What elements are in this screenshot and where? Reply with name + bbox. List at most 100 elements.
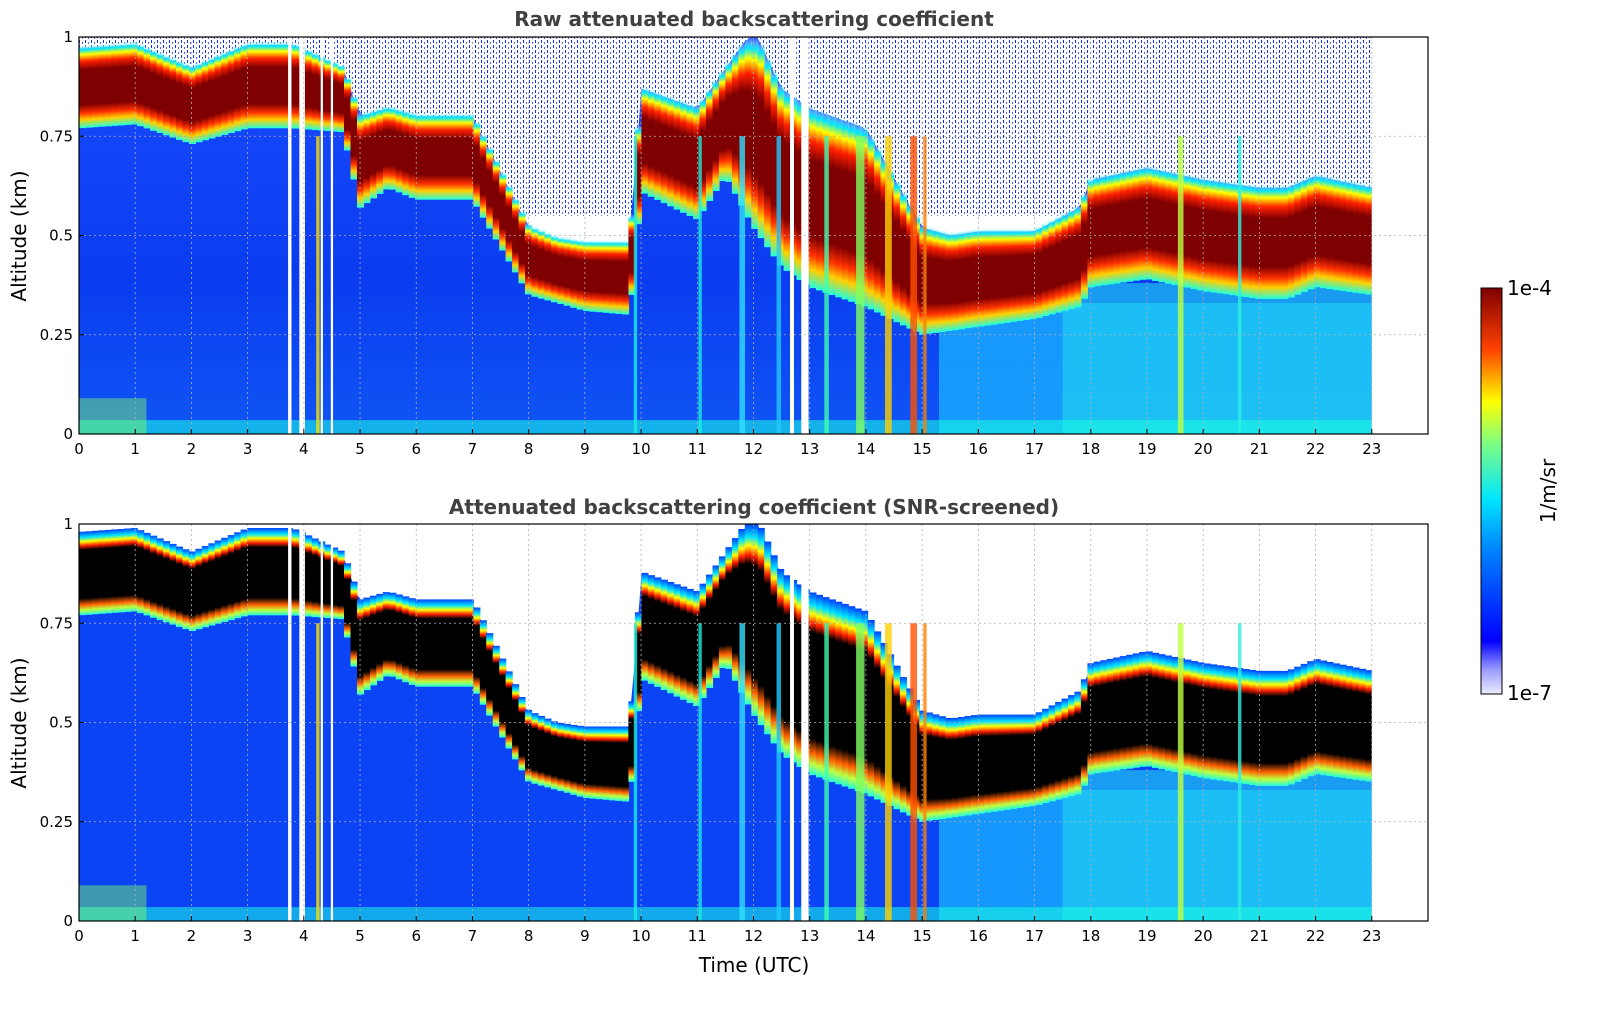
cloud-column xyxy=(1068,695,1076,797)
x-tick-label: 23 xyxy=(1362,927,1381,945)
cloud-column xyxy=(453,112,461,200)
cloud-column xyxy=(98,43,106,127)
fall-streak xyxy=(856,623,865,921)
cloud-column xyxy=(1300,176,1308,292)
cloud-column xyxy=(1261,670,1269,786)
cloud-column xyxy=(693,591,701,707)
fall-streak xyxy=(633,136,638,434)
x-tick-label: 16 xyxy=(969,440,988,458)
colorbar: 1e-4 1e-7 1/m/sr xyxy=(1480,276,1560,705)
cloud-column xyxy=(874,144,882,313)
cloud-column xyxy=(395,594,403,680)
cloud-column xyxy=(699,96,707,212)
panel-raw-title: Raw attenuated backscattering coefficien… xyxy=(514,7,994,31)
cloud-column xyxy=(1061,698,1069,798)
cloud-column xyxy=(725,60,733,182)
cloud-column xyxy=(1326,175,1334,290)
cloud-column xyxy=(990,714,998,812)
cloud-column xyxy=(751,37,759,229)
cloud-column xyxy=(434,599,442,687)
x-tick-label: 1 xyxy=(130,927,140,945)
x-tick-label: 10 xyxy=(632,927,651,945)
cloud-column xyxy=(770,555,778,744)
fall-streak xyxy=(885,623,892,921)
cloud-column xyxy=(260,41,268,129)
cloud-column xyxy=(867,133,875,310)
cloud-column xyxy=(214,540,222,624)
x-tick-label: 9 xyxy=(580,927,590,945)
cloud-column xyxy=(712,78,720,191)
cloud-column xyxy=(1223,666,1231,782)
cloud-column xyxy=(499,171,507,251)
cloud-column xyxy=(641,572,649,681)
cloud-column xyxy=(925,712,933,821)
cloud-column xyxy=(667,582,675,694)
cloud-column xyxy=(996,714,1004,811)
x-tick-label: 17 xyxy=(1025,440,1044,458)
cloud-column xyxy=(583,239,591,312)
cloud-column xyxy=(783,88,791,271)
x-tick-label: 2 xyxy=(187,927,197,945)
cloud-column xyxy=(208,543,216,626)
cloud-column xyxy=(169,56,177,138)
cloud-column xyxy=(428,599,436,687)
cloud-column xyxy=(570,724,578,795)
y-axis-screened: 0 0.25 0.5 0.75 1 xyxy=(40,515,84,930)
cloud-column xyxy=(279,41,287,129)
cloud-column xyxy=(1022,714,1030,808)
cloud-column xyxy=(1281,183,1289,299)
cloud-column xyxy=(680,99,688,213)
cloud-column xyxy=(1281,670,1289,786)
cloud-column xyxy=(1242,669,1250,785)
cloud-column xyxy=(622,726,630,802)
x-tick-label: 22 xyxy=(1306,927,1325,945)
cloud-column xyxy=(1087,176,1095,288)
x-tick-label: 19 xyxy=(1137,927,1156,945)
fall-streak xyxy=(1238,136,1242,434)
cloud-column xyxy=(609,726,617,801)
data-gap xyxy=(330,524,334,921)
cloud-column xyxy=(615,239,623,314)
cloud-column xyxy=(1229,667,1237,783)
cloud-column xyxy=(964,716,972,816)
cloud-column xyxy=(945,718,953,818)
cloud-column xyxy=(1003,227,1011,323)
cloud-column xyxy=(893,178,901,323)
cloud-column xyxy=(744,524,752,705)
cloud-column xyxy=(1190,174,1198,290)
y-tick-label: 0.25 xyxy=(40,326,73,344)
cloud-column xyxy=(984,227,992,326)
cloud-column xyxy=(453,599,461,687)
cloud-column xyxy=(324,544,332,619)
cloud-column xyxy=(667,95,675,207)
x-tick-label: 13 xyxy=(800,440,819,458)
cloud-column xyxy=(1119,169,1127,283)
data-gap xyxy=(330,37,334,434)
cloud-column xyxy=(214,53,222,137)
fall-streak xyxy=(739,136,746,434)
y-axis-label-raw: Altitude (km) xyxy=(7,170,31,301)
x-tick-label: 3 xyxy=(243,927,253,945)
cloud-column xyxy=(1080,192,1088,299)
x-tick-label: 12 xyxy=(744,440,763,458)
cloud-column xyxy=(693,104,701,220)
cloud-column xyxy=(124,528,132,612)
cloud-column xyxy=(266,528,274,616)
cloud-column xyxy=(363,110,371,204)
cloud-column xyxy=(654,90,662,200)
cloud-column xyxy=(971,715,979,815)
cloud-column xyxy=(828,599,836,782)
cloud-column xyxy=(512,197,520,273)
cloud-column xyxy=(531,226,539,297)
cloud-column xyxy=(331,60,339,132)
cloud-column xyxy=(874,631,882,800)
cloud-column xyxy=(1100,660,1108,773)
cloud-column xyxy=(1313,659,1321,775)
cloud-column xyxy=(1358,668,1366,781)
cloud-column xyxy=(1320,173,1328,289)
data-gap xyxy=(299,37,305,434)
cloud-column xyxy=(408,111,416,198)
x-tick-label: 12 xyxy=(744,927,763,945)
cloud-column xyxy=(718,556,726,668)
